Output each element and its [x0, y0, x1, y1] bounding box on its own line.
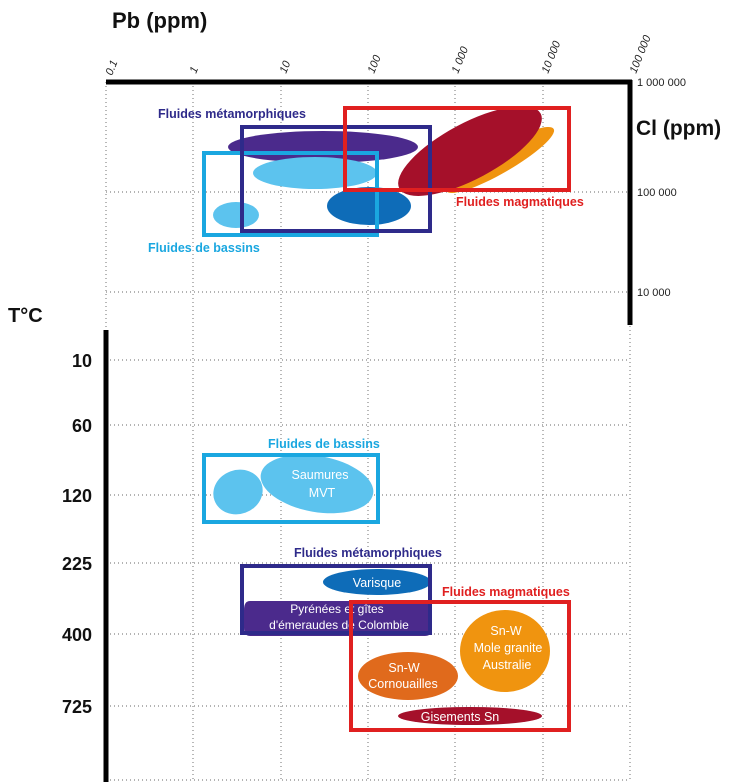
snw-cornouailles-ellipse [358, 652, 458, 700]
snw-australia-label: Australie [483, 658, 532, 672]
pb-tick: 100 000 [628, 33, 654, 75]
magmatic-cl-label: Fluides magmatiques [456, 195, 584, 209]
snw-australia-label: Sn-W [490, 624, 521, 638]
magmatic-t-box [349, 600, 571, 732]
pyrenees-shape [244, 601, 432, 636]
cl-tick: 100 000 [637, 187, 677, 199]
t-tick: 10 [72, 351, 92, 371]
pb-tick: 10 [278, 58, 294, 75]
basin-small-ellipse [213, 469, 263, 515]
variscan-label: Varisque [353, 576, 401, 590]
basin-cl-ellipse-upper [253, 157, 377, 189]
magmatic-t-label: Fluides magmatiques [442, 585, 570, 599]
t-tick: 225 [62, 554, 92, 574]
pb-tick: 1 [188, 65, 201, 75]
cl-axis-title: Cl (ppm) [636, 117, 721, 140]
variscan-ellipse [323, 569, 431, 595]
pb-tick: 1 000 [450, 44, 472, 75]
basin-t-box [202, 453, 380, 524]
pb-tick: 100 [366, 53, 384, 75]
snw-australia-label: Mole granite [474, 641, 543, 655]
pb-tick: 10 000 [540, 39, 564, 76]
snw-cornouailles-label: Sn-W [388, 661, 419, 675]
basin-cl-label: Fluides de bassins [148, 241, 260, 255]
snw-australia-ellipse [460, 610, 550, 692]
t-axis-title: T°C [8, 305, 43, 327]
cl-tick: 10 000 [637, 287, 671, 299]
cl-ticks: 1 000 000 100 000 10 000 [637, 77, 686, 299]
gisements-label: Gisements Sn [421, 710, 500, 724]
pb-axis-title: Pb (ppm) [112, 8, 207, 33]
t-tick: 400 [62, 625, 92, 645]
lower-panel: Fluides de bassins Saumures MVT Fluides … [202, 437, 571, 732]
t-tick: 725 [62, 697, 92, 717]
snw-cornouailles-label: Cornouailles [368, 677, 437, 691]
metamorphic-t-label: Fluides métamorphiques [294, 546, 442, 560]
t-tick: 120 [62, 486, 92, 506]
saumures-label: Saumures [292, 468, 349, 482]
pyrenees-label: Pyrénées et gîtes [290, 602, 383, 616]
t-tick: 60 [72, 416, 92, 436]
basin-cl-box [202, 151, 379, 237]
metamorphic-cl-box [240, 125, 432, 233]
saumures-label: MVT [309, 486, 336, 500]
magmatic-cl-box [343, 106, 571, 192]
metamorphic-t-box [240, 564, 432, 635]
gisements-ellipse [398, 707, 542, 725]
saumures-ellipse [260, 454, 374, 514]
metamorphic-cl-label: Fluides métamorphiques [158, 107, 306, 121]
axes [103, 79, 633, 782]
basin-cl-ellipse-small [213, 202, 259, 228]
pyrenees-label: d'émeraudes de Colombie [269, 618, 409, 632]
magmatic-cl-ellipse-red [398, 106, 542, 196]
upper-panel: Fluides métamorphiques Fluides de bassin… [148, 106, 584, 255]
pb-ticks: 0.1 1 10 100 1 000 10 000 100 000 [104, 33, 654, 77]
t-ticks: 10 60 120 225 400 725 [62, 351, 92, 717]
pb-tick: 0.1 [104, 58, 121, 77]
basin-t-label: Fluides de bassins [268, 437, 380, 451]
metamorphic-cl-ellipse-blue [327, 187, 411, 225]
cl-tick: 1 000 000 [637, 77, 686, 89]
